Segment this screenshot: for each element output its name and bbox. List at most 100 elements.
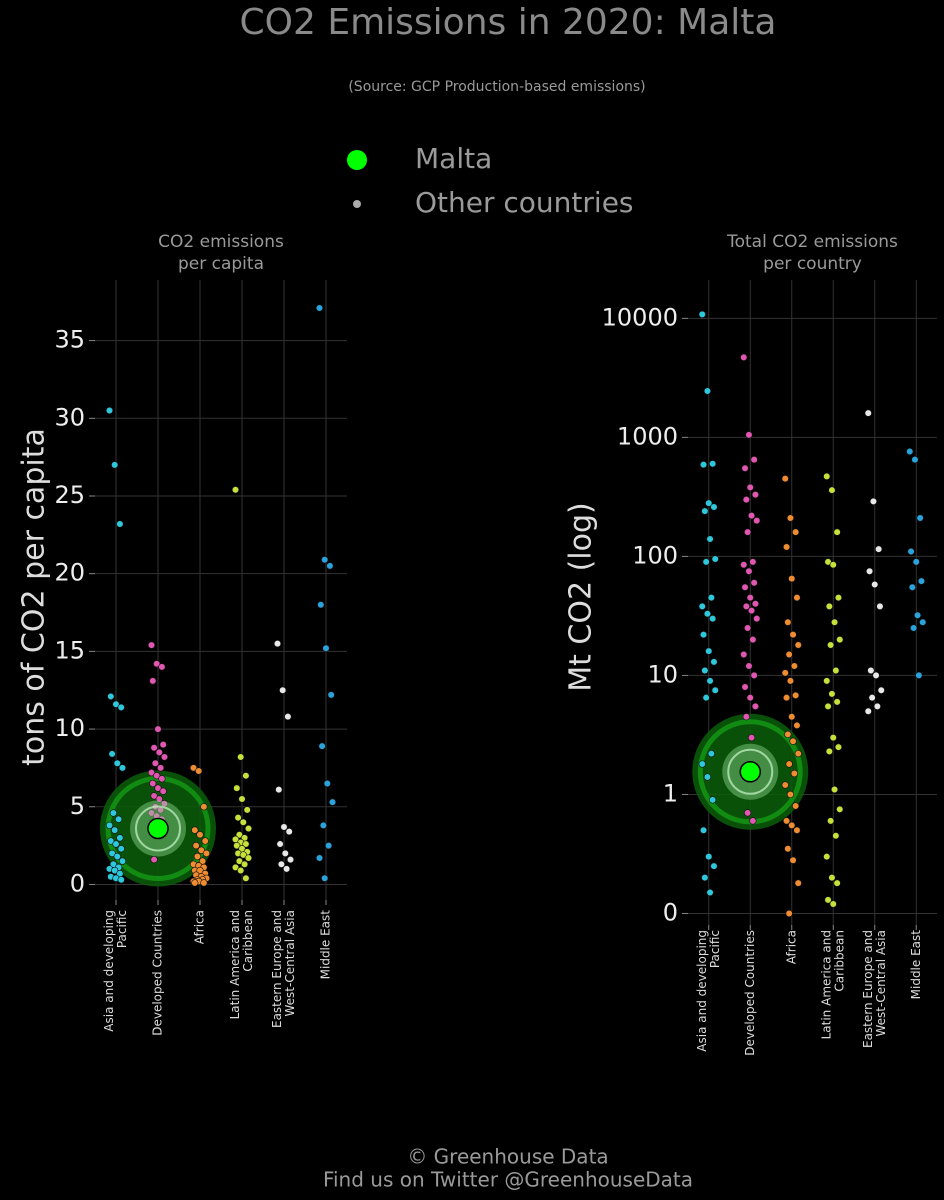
data-point	[912, 558, 920, 566]
data-point	[792, 802, 800, 810]
y-tick-label: 10	[54, 714, 85, 742]
data-point	[698, 602, 706, 611]
data-point	[195, 767, 203, 775]
data-point	[231, 863, 240, 871]
data-point	[239, 818, 247, 826]
data-point	[196, 831, 204, 839]
data-point	[834, 594, 843, 602]
data-point	[325, 842, 333, 850]
data-point	[158, 775, 166, 783]
data-point	[836, 805, 844, 813]
data-point	[788, 821, 796, 829]
data-point	[147, 768, 156, 777]
data-point	[709, 796, 717, 804]
chart-subtitle: (Source: GCP Production-based emissions)	[348, 79, 645, 95]
data-point	[830, 618, 839, 626]
data-point	[864, 707, 872, 715]
data-point	[107, 692, 115, 701]
subplot-title: per country	[763, 254, 862, 274]
data-point	[244, 824, 253, 833]
data-point	[284, 713, 292, 721]
data-point	[782, 817, 791, 825]
data-point	[741, 464, 749, 472]
data-point	[753, 615, 761, 623]
data-point	[793, 721, 801, 730]
data-point	[785, 760, 793, 768]
data-point	[191, 826, 199, 834]
data-point	[149, 677, 157, 685]
x-tick-label: Pacific	[708, 930, 722, 968]
data-point	[114, 815, 123, 823]
data-point	[116, 834, 124, 842]
x-tick-label: Asia and developing	[695, 930, 709, 1052]
data-point	[829, 734, 837, 742]
data-point	[744, 528, 752, 536]
data-point	[153, 772, 161, 780]
data-point	[155, 748, 163, 756]
y-tick-label: 10	[647, 660, 678, 688]
data-point	[828, 874, 836, 882]
legend-label: Other countries	[415, 186, 634, 219]
data-point	[833, 528, 841, 536]
data-point	[834, 743, 843, 751]
data-point	[747, 512, 756, 520]
y-tick-label: 10000	[602, 303, 678, 331]
data-point	[159, 741, 167, 749]
data-point	[326, 562, 334, 570]
data-point	[281, 849, 289, 857]
subplot-title: CO2 emissions	[158, 232, 284, 252]
data-point	[829, 900, 837, 908]
data-point	[823, 472, 831, 481]
data-point	[745, 567, 753, 575]
data-point	[243, 806, 251, 814]
data-point	[784, 845, 792, 853]
data-point	[740, 650, 748, 659]
data-point	[907, 547, 915, 556]
data-point	[753, 516, 761, 525]
data-point	[157, 764, 165, 772]
x-tick-label: Caribbean	[832, 930, 846, 992]
data-point	[154, 725, 162, 733]
data-point	[741, 683, 749, 691]
data-point	[111, 826, 119, 834]
data-point	[746, 694, 754, 702]
data-point	[160, 753, 169, 761]
y-tick-label: 20	[54, 559, 85, 587]
data-point	[154, 784, 162, 792]
data-point	[112, 840, 120, 848]
data-point	[827, 641, 835, 649]
data-point	[159, 787, 167, 795]
data-point	[117, 876, 125, 884]
data-point	[793, 594, 801, 602]
data-point	[709, 615, 717, 623]
data-point	[908, 583, 916, 591]
data-point	[919, 618, 927, 626]
x-tick-label: West-Central Asia	[874, 930, 888, 1037]
data-point	[786, 677, 795, 685]
data-point	[276, 840, 284, 848]
data-point	[147, 809, 156, 817]
data-point	[781, 781, 789, 789]
data-point	[864, 409, 872, 417]
data-point	[832, 666, 840, 675]
data-point	[782, 543, 791, 551]
data-point	[189, 764, 198, 772]
data-point	[200, 879, 208, 887]
data-point	[790, 662, 798, 670]
data-point	[911, 456, 919, 464]
data-point	[749, 558, 757, 566]
data-point	[706, 888, 714, 897]
data-point	[234, 814, 242, 822]
data-point	[785, 909, 793, 918]
data-point	[699, 461, 708, 469]
data-point	[750, 579, 758, 587]
data-point	[699, 631, 708, 639]
data-point	[836, 635, 844, 644]
data-point	[825, 747, 833, 755]
data-point	[833, 879, 841, 887]
data-point	[742, 602, 750, 611]
subplot-title: Total CO2 emissions	[726, 232, 898, 252]
data-point	[321, 556, 329, 564]
data-point	[784, 618, 792, 626]
data-point	[793, 826, 801, 834]
